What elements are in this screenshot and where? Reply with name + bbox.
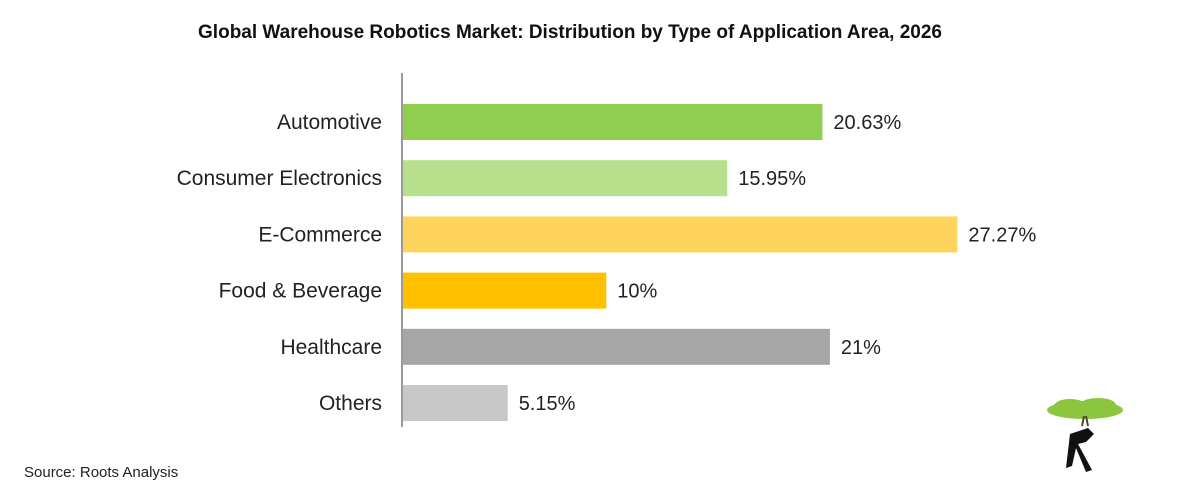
bar-e-commerce: [403, 216, 958, 253]
chart-title: Global Warehouse Robotics Market: Distri…: [198, 22, 942, 43]
value-label-e-commerce: 27.27%: [968, 224, 1036, 246]
value-label-food-and-beverage: 10%: [617, 281, 657, 303]
value-label-consumer-electronics: 15.95%: [738, 168, 806, 190]
category-label-others: Others: [319, 392, 382, 415]
source-note: Source: Roots Analysis: [24, 464, 179, 481]
bar-healthcare: [403, 328, 830, 365]
category-label-consumer-electronics: Consumer Electronics: [177, 167, 382, 190]
bars-layer: Automotive 20.63% Consumer Electronics 15.9…: [177, 104, 1036, 421]
value-label-automotive: 20.63%: [833, 112, 901, 134]
category-label-e-commerce: E-Commerce: [258, 223, 382, 246]
category-label-food-and-beverage: Food & Beverage: [219, 280, 382, 303]
bar-food-and-beverage: [403, 272, 607, 309]
category-label-healthcare: Healthcare: [280, 336, 382, 359]
bar-others: [403, 385, 508, 421]
bar-automotive: [403, 104, 823, 140]
bar-consumer-electronics: [403, 160, 728, 197]
tree-r-logo-icon: [1040, 396, 1130, 486]
value-label-healthcare: 21%: [841, 337, 881, 359]
value-label-others: 5.15%: [519, 393, 576, 415]
category-label-automotive: Automotive: [277, 111, 382, 134]
